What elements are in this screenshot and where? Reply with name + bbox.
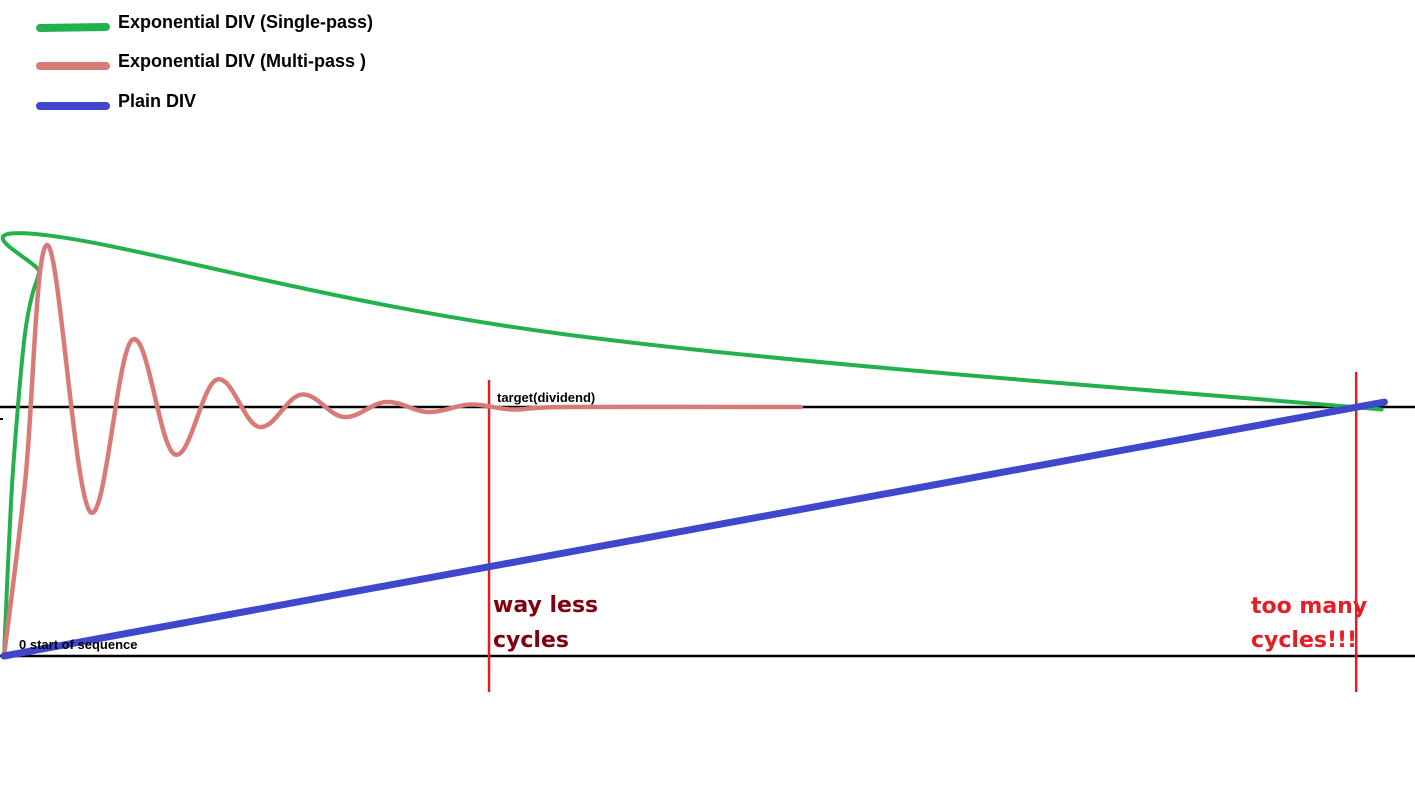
- target-label: target(dividend): [497, 390, 595, 405]
- left-note-line2: cycles: [493, 628, 569, 653]
- legend-label-plain: Plain DIV: [118, 91, 196, 111]
- right-note-line2: cycles!!!: [1251, 628, 1357, 653]
- legend-label-single-pass: Exponential DIV (Single-pass): [118, 12, 373, 32]
- series-layer: [0, 231, 1388, 660]
- legend: Exponential DIV (Single-pass) Exponentia…: [36, 12, 373, 111]
- series-line-multi-pass: [1, 242, 803, 659]
- zero-label: 0 start of sequence: [19, 637, 138, 652]
- left-note-line1: way less: [493, 593, 598, 618]
- cycle-markers: [487, 372, 1358, 692]
- legend-swatch-single-pass: [36, 23, 110, 32]
- series-line-plain: [0, 398, 1388, 660]
- right-note-line1: too many: [1251, 594, 1367, 619]
- series-line-single-pass: [0, 231, 1384, 658]
- legend-label-multi-pass: Exponential DIV (Multi-pass ): [118, 51, 366, 71]
